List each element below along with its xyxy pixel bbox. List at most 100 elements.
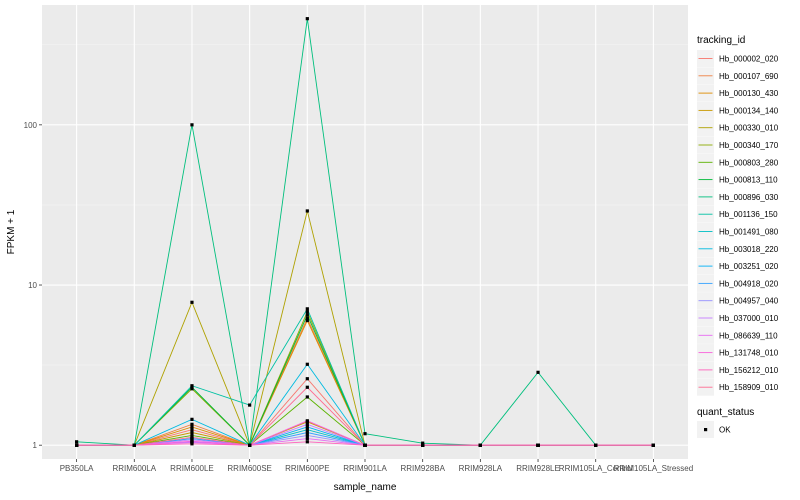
- x-tick-label: RRIM928LE: [516, 464, 560, 473]
- data-point: [248, 403, 252, 407]
- legend-label: Hb_086639_110: [719, 331, 778, 340]
- legend-label: Hb_001491_080: [719, 228, 779, 237]
- legend-item: Hb_156212_010: [697, 361, 779, 379]
- legend-item: Hb_000340_170: [697, 136, 779, 154]
- data-point: [190, 384, 194, 388]
- data-point: [190, 422, 194, 426]
- data-point: [305, 313, 309, 317]
- legend-label: Hb_000813_110: [719, 176, 778, 185]
- legend-label: Hb_000107_690: [719, 72, 779, 81]
- x-axis-ticks: PB350LA RRIM600LA RRIM600LE RRIM600SE RRIM60…: [60, 459, 693, 473]
- data-point: [248, 443, 252, 447]
- y-axis-ticks: 1 10 100: [24, 121, 42, 450]
- data-point: [305, 377, 309, 381]
- legend-item: Hb_000813_110: [697, 171, 778, 189]
- data-point: [75, 443, 79, 447]
- legend-item: Hb_000803_280: [697, 153, 779, 171]
- x-tick-label: RRIM600LE: [170, 464, 214, 473]
- legend-entries: Hb_000002_020 Hb_000107_690 Hb_000130_430 H…: [697, 50, 779, 396]
- data-point: [363, 443, 367, 447]
- data-point: [305, 385, 309, 389]
- legend-label: Hb_000340_170: [719, 141, 779, 150]
- y-tick-label: 1: [33, 441, 38, 450]
- data-point: [305, 17, 309, 21]
- status-legend-title: quant_status: [697, 407, 754, 418]
- data-point: [190, 435, 194, 439]
- data-point: [536, 370, 540, 374]
- legend-label: Hb_000803_280: [719, 158, 779, 167]
- data-point: [190, 428, 194, 432]
- data-point: [421, 441, 425, 445]
- x-tick-label: RRIM600LA: [112, 464, 156, 473]
- legend-label: Hb_003018_220: [719, 245, 779, 254]
- data-point: [190, 123, 194, 127]
- major-gridlines: [42, 5, 688, 459]
- data-point: [305, 440, 309, 444]
- data-point: [305, 430, 309, 435]
- legend-item: Hb_001491_080: [697, 223, 779, 240]
- status-legend-item: OK: [697, 421, 731, 438]
- data-point: [305, 433, 309, 438]
- data-point: [536, 443, 540, 447]
- x-tick-label: RRIM928BA: [400, 464, 445, 473]
- legend: tracking_id Hb_000002_020Hb_000107_690Hb…: [697, 35, 779, 396]
- status-legend: quant_status OK: [697, 407, 754, 438]
- data-point: [363, 432, 367, 436]
- legend-label: Hb_003251_020: [719, 262, 779, 271]
- legend-label: Hb_004957_040: [719, 297, 779, 306]
- data-point: [190, 425, 194, 429]
- data-point: [305, 307, 309, 311]
- legend-item: Hb_003251_020: [697, 257, 779, 275]
- data-point: [305, 422, 309, 426]
- legend-label: Hb_158909_010: [719, 383, 779, 392]
- legend-item: Hb_158909_010: [697, 378, 779, 396]
- x-tick-label: RRIM928LA: [459, 464, 503, 473]
- legend-item: Hb_037000_010: [697, 309, 779, 327]
- legend-item: Hb_000002_020: [697, 50, 779, 67]
- y-axis-title: FPKM + 1: [6, 209, 17, 254]
- legend-label: Hb_000002_020: [719, 55, 779, 64]
- legend-item: Hb_131748_010: [697, 344, 779, 362]
- data-point: [594, 443, 598, 447]
- x-tick-label: RRIM105LA_Control: [559, 464, 633, 473]
- legend-label: Hb_004918_020: [719, 279, 779, 288]
- legend-item: Hb_000130_430: [697, 84, 779, 102]
- legend-label: Hb_001136_150: [719, 210, 778, 219]
- data-point: [305, 425, 309, 429]
- data-point: [190, 430, 194, 435]
- data-point: [305, 209, 309, 213]
- legend-label: Hb_000130_430: [719, 89, 779, 98]
- data-point: [305, 316, 309, 320]
- legend-item: Hb_000134_140: [697, 101, 779, 119]
- legend-label: Hb_000896_030: [719, 193, 779, 202]
- status-legend-label: OK: [719, 426, 731, 435]
- legend-label: Hb_000330_010: [719, 124, 779, 133]
- data-point: [305, 419, 309, 423]
- legend-item: Hb_004957_040: [697, 292, 779, 310]
- legend-item: Hb_000107_690: [697, 67, 779, 85]
- legend-item: Hb_004918_020: [697, 274, 779, 292]
- x-tick-label: RRIM600SE: [227, 464, 271, 473]
- data-point: [190, 300, 194, 304]
- data-point: [190, 433, 194, 438]
- data-point: [305, 436, 309, 441]
- data-point: [305, 395, 309, 399]
- legend-title: tracking_id: [697, 35, 745, 46]
- data-point: [132, 443, 136, 447]
- data-point: [305, 318, 309, 323]
- series-points: [75, 17, 655, 447]
- legend-item: Hb_000330_010: [697, 119, 779, 137]
- data-point: [190, 439, 194, 443]
- data-point: [190, 442, 194, 446]
- x-tick-label: PB350LA: [60, 464, 94, 473]
- status-legend-entries: OK: [697, 421, 731, 438]
- x-tick-label: RRIM901LA: [343, 464, 387, 473]
- data-point: [651, 443, 655, 447]
- data-point: [75, 440, 79, 444]
- legend-item: Hb_003018_220: [697, 240, 779, 258]
- y-tick-label: 100: [24, 121, 38, 130]
- legend-label: Hb_156212_010: [719, 366, 779, 375]
- data-point: [478, 443, 482, 447]
- legend-label: Hb_131748_010: [719, 349, 779, 358]
